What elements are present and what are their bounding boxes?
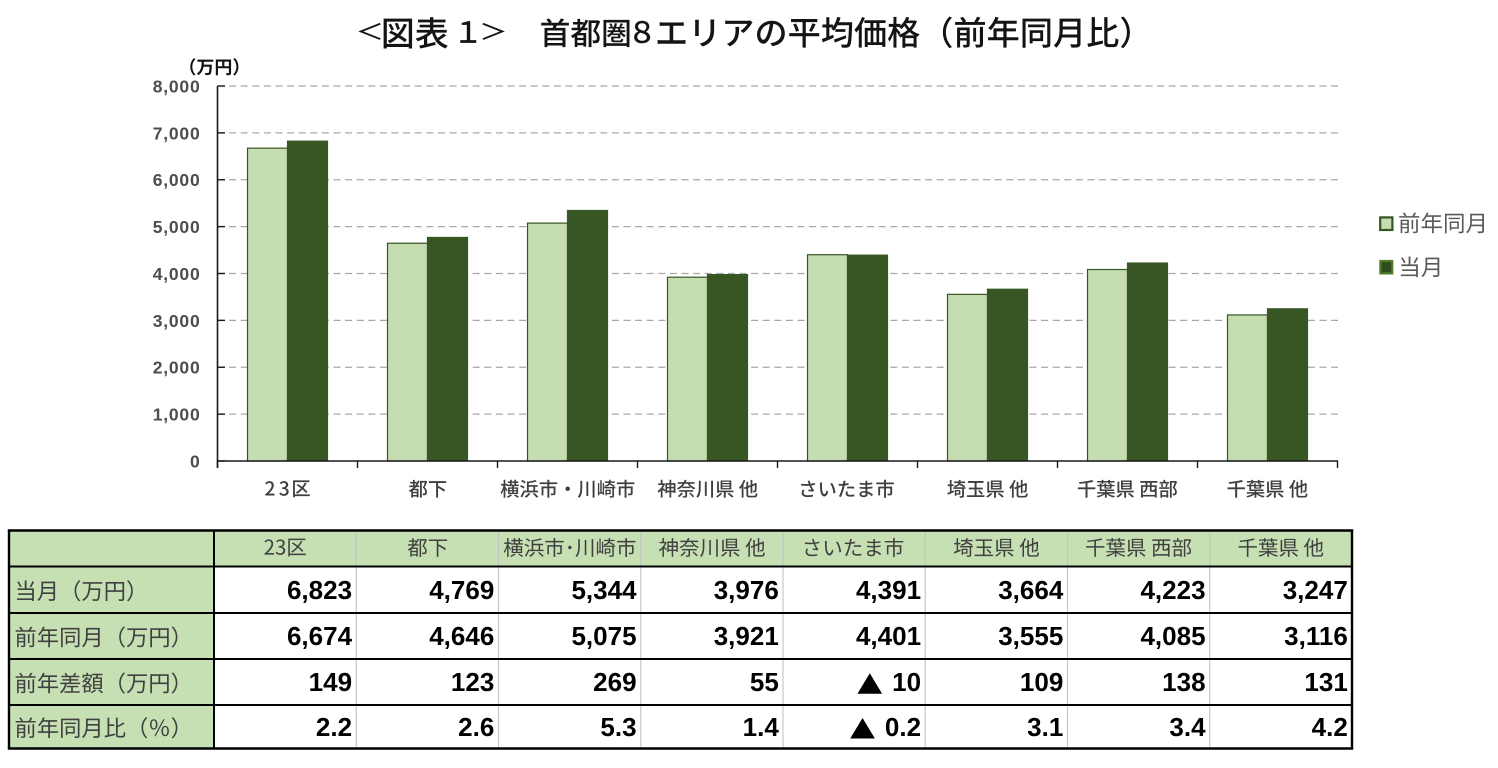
svg-text:5,000: 5,000: [153, 217, 201, 237]
svg-text:5,075: 5,075: [571, 621, 636, 651]
svg-text:3,555: 3,555: [998, 621, 1063, 651]
svg-text:138: 138: [1162, 667, 1205, 697]
svg-text:3,976: 3,976: [714, 575, 779, 605]
svg-text:2,000: 2,000: [153, 358, 201, 378]
svg-text:2.6: 2.6: [458, 712, 494, 742]
svg-text:0.2: 0.2: [885, 712, 921, 742]
svg-text:4,401: 4,401: [856, 621, 921, 651]
svg-text:6,000: 6,000: [153, 170, 201, 190]
svg-text:3,000: 3,000: [153, 311, 201, 331]
svg-text:131: 131: [1304, 667, 1347, 697]
svg-text:5,344: 5,344: [571, 575, 637, 605]
svg-text:55: 55: [750, 667, 779, 697]
svg-text:5.3: 5.3: [600, 712, 636, 742]
svg-text:2.2: 2.2: [316, 712, 352, 742]
svg-text:6,674: 6,674: [287, 621, 353, 651]
svg-text:4,223: 4,223: [1140, 575, 1205, 605]
svg-text:4,000: 4,000: [153, 264, 201, 284]
svg-text:3.4: 3.4: [1169, 712, 1206, 742]
svg-text:3,921: 3,921: [714, 621, 779, 651]
svg-text:4,085: 4,085: [1140, 621, 1205, 651]
svg-text:4,769: 4,769: [429, 575, 494, 605]
svg-text:4,646: 4,646: [429, 621, 494, 651]
svg-text:4,391: 4,391: [856, 575, 921, 605]
svg-text:3,664: 3,664: [998, 575, 1064, 605]
svg-text:1.4: 1.4: [743, 712, 780, 742]
svg-text:4.2: 4.2: [1312, 712, 1348, 742]
svg-text:3.1: 3.1: [1027, 712, 1063, 742]
svg-text:269: 269: [593, 667, 636, 697]
svg-text:3,247: 3,247: [1283, 575, 1348, 605]
svg-text:3,116: 3,116: [1284, 621, 1348, 651]
svg-text:1,000: 1,000: [153, 405, 201, 425]
svg-text:10: 10: [892, 667, 921, 697]
svg-text:8,000: 8,000: [153, 76, 201, 96]
svg-text:109: 109: [1020, 667, 1063, 697]
svg-text:149: 149: [309, 667, 352, 697]
svg-text:0: 0: [190, 451, 201, 471]
svg-text:123: 123: [451, 667, 494, 697]
svg-text:7,000: 7,000: [153, 123, 201, 143]
svg-text:6,823: 6,823: [287, 575, 352, 605]
